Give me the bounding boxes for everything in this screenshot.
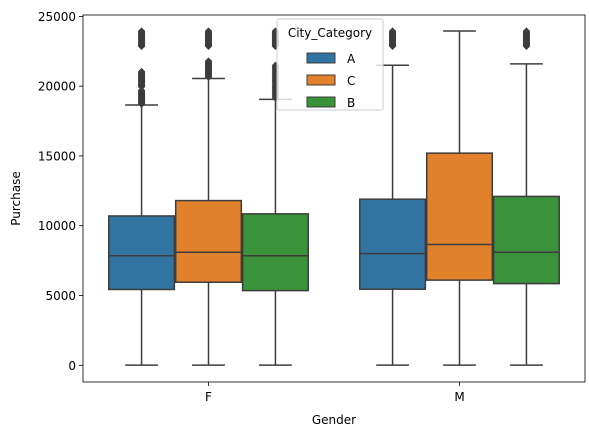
y-axis: 0 5000 10000 15000 20000 25000 [38,10,83,373]
box-F-C [176,28,242,365]
iqr-box [109,216,175,290]
y-tick-label: 20000 [38,80,76,94]
legend-title: City_Category [288,26,372,40]
outlier-band [205,28,211,50]
y-axis-label: Purchase [9,171,23,226]
outlier-band [389,28,395,50]
y-tick-label: 25000 [38,10,76,24]
legend-swatch-C [307,75,335,85]
y-tick-label: 5000 [45,289,76,303]
legend-label-B: B [347,96,355,110]
legend-swatch-B [307,97,335,107]
x-tick-label: M [454,390,464,404]
y-tick-label: 15000 [38,149,76,163]
iqr-box [243,214,309,291]
legend-entries: ACB [307,52,356,110]
legend-swatch-A [307,53,335,63]
outlier-band [205,58,211,80]
y-tick-label: 0 [68,359,76,373]
outlier-band [138,68,144,90]
legend: City_Category ACB [277,19,383,110]
legend-label-A: A [347,52,356,66]
outlier-band [138,28,144,50]
iqr-box [360,199,426,289]
legend-label-C: C [347,74,355,88]
iqr-box [176,201,242,283]
box-M-B [494,28,560,365]
box-F-A [109,28,175,365]
outlier-band [523,28,529,50]
iqr-box [494,196,560,283]
x-tick-label: F [205,390,212,404]
x-axis-label: Gender [312,413,356,427]
iqr-box [427,153,493,280]
box-M-C [427,31,493,365]
y-tick-label: 10000 [38,219,76,233]
